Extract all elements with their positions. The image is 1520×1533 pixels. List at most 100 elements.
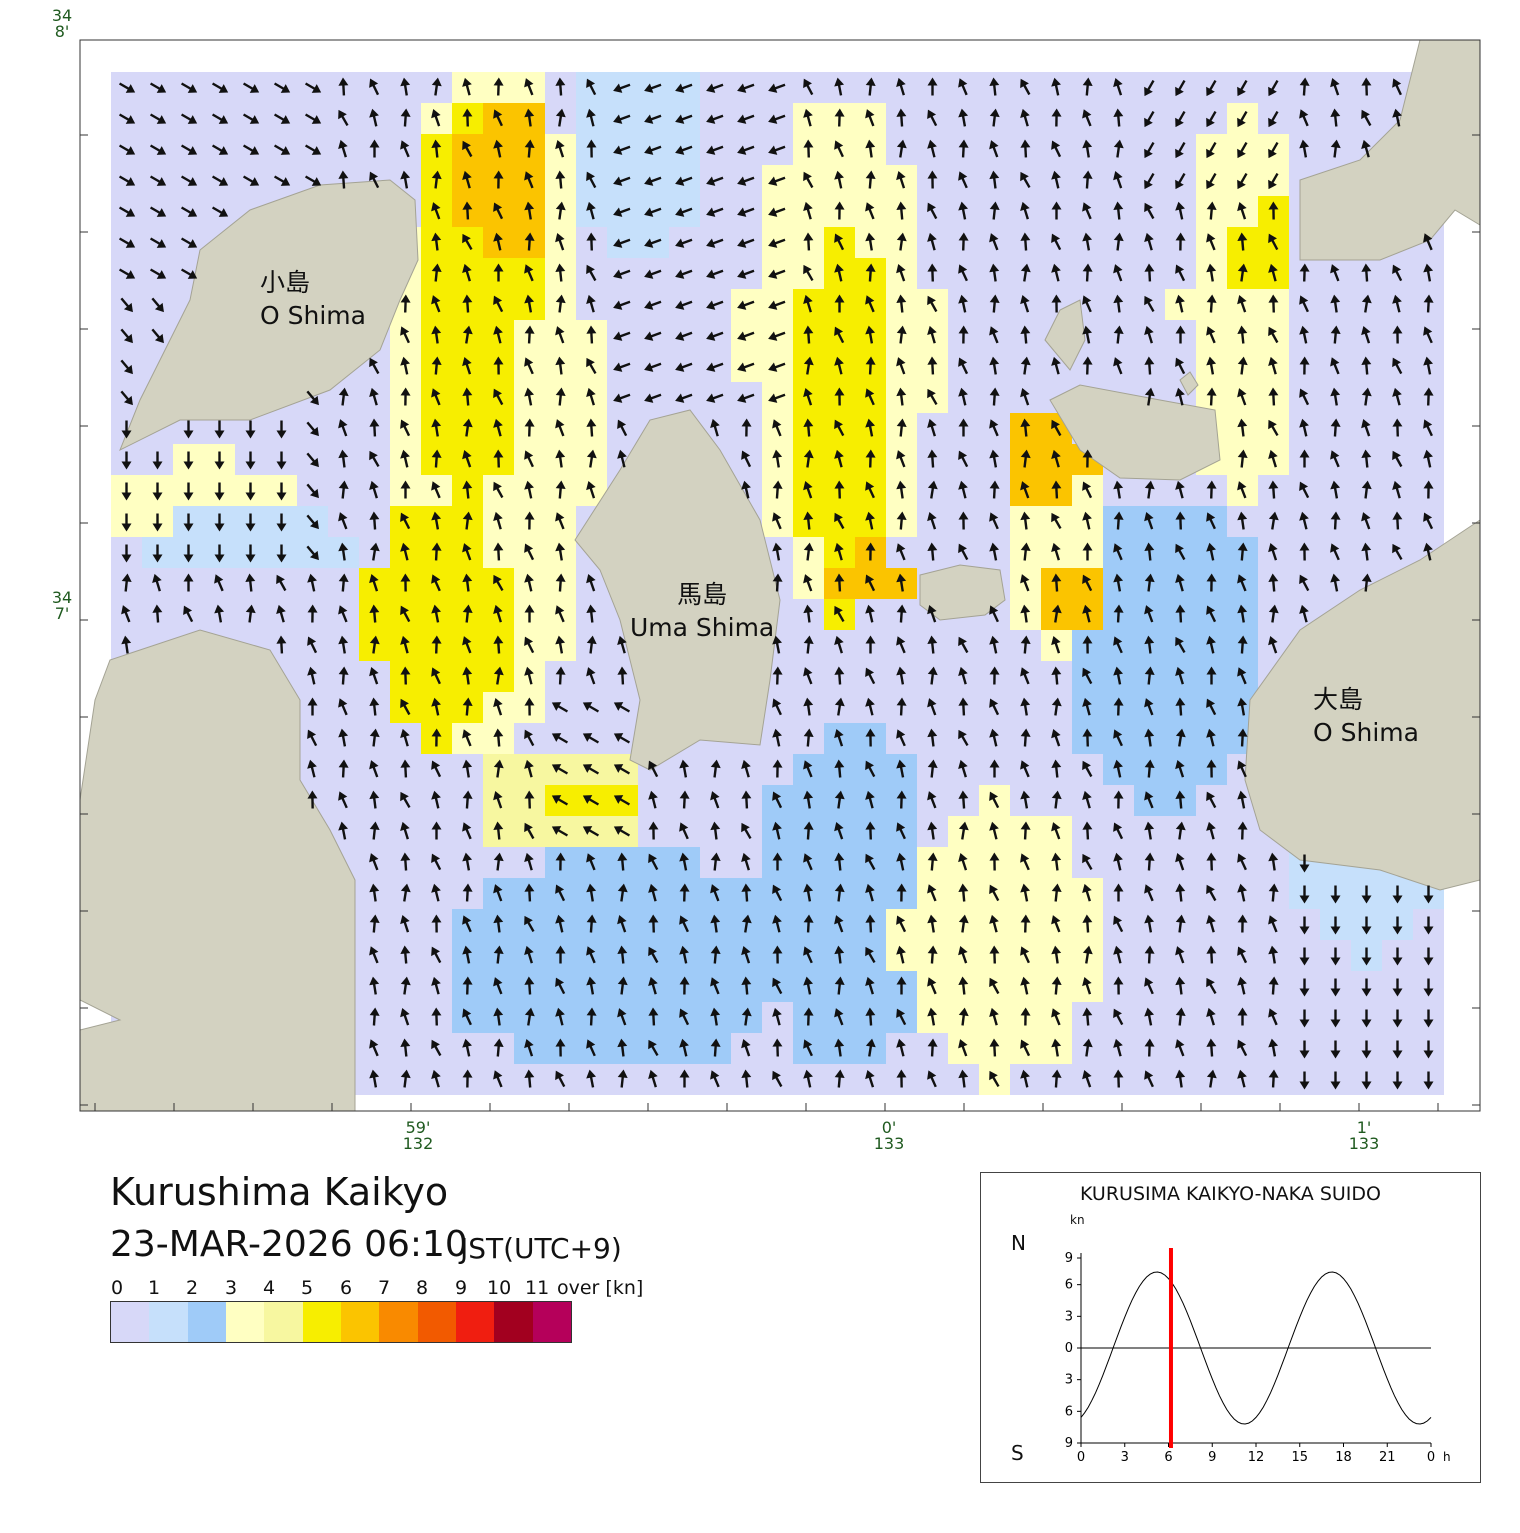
current-arrow [555, 356, 566, 375]
current-arrow [1268, 511, 1279, 530]
current-arrow [1206, 605, 1217, 623]
current-arrow [242, 144, 260, 155]
current-arrow [338, 542, 349, 561]
current-arrow [1113, 108, 1124, 127]
current-arrow [1330, 573, 1341, 592]
current-arrow [834, 263, 844, 282]
current-arrow [493, 697, 503, 716]
current-arrow [1020, 697, 1031, 716]
tide-unit-label: kn [1070, 1213, 1085, 1227]
current-arrow [338, 109, 349, 127]
current-arrow [493, 511, 503, 530]
current-arrow [369, 511, 380, 530]
current-arrow [834, 170, 844, 189]
current-arrow [772, 884, 783, 902]
current-arrow [1268, 480, 1279, 499]
current-arrow [1423, 1040, 1434, 1059]
current-arrow [1299, 325, 1309, 344]
current-arrow [462, 790, 473, 809]
current-arrow [493, 418, 503, 437]
current-arrow [1082, 511, 1092, 530]
current-arrow [1237, 946, 1248, 964]
current-arrow [304, 144, 322, 155]
current-arrow [555, 512, 565, 530]
current-arrow [834, 976, 845, 995]
current-arrow [1051, 449, 1061, 468]
current-arrow [1144, 172, 1155, 190]
current-arrow [1237, 418, 1248, 437]
current-arrow [121, 635, 132, 654]
current-arrow [121, 544, 132, 563]
current-arrow [644, 114, 662, 124]
current-arrow [1392, 1009, 1403, 1028]
current-arrow [1020, 232, 1031, 251]
current-arrow [865, 1038, 876, 1057]
current-arrow [613, 393, 631, 403]
current-arrow [431, 139, 442, 158]
current-arrow [1330, 885, 1341, 904]
current-arrow [1113, 511, 1124, 530]
current-arrow [1206, 666, 1217, 685]
current-arrow [768, 238, 786, 248]
legend-swatch [532, 1302, 571, 1342]
current-arrow [1144, 1070, 1154, 1088]
current-arrow [1113, 1008, 1124, 1026]
current-arrow [706, 362, 724, 372]
current-arrow [1423, 356, 1434, 375]
current-arrow [613, 207, 631, 217]
current-arrow [431, 604, 442, 623]
current-arrow [555, 294, 566, 313]
current-arrow [462, 294, 473, 313]
current-arrow [524, 201, 535, 220]
current-arrow [1082, 1007, 1093, 1026]
current-arrow [306, 390, 319, 406]
current-arrow [524, 636, 535, 654]
current-arrow [400, 791, 411, 809]
current-arrow [555, 419, 565, 437]
current-arrow [1206, 542, 1216, 561]
current-arrow [648, 760, 659, 778]
current-arrow [927, 109, 938, 127]
current-arrow [1423, 449, 1433, 468]
legend-label: 6 [340, 1277, 353, 1299]
current-arrow [1206, 263, 1217, 282]
current-arrow [524, 883, 535, 902]
current-arrow [524, 852, 534, 871]
current-arrow [1423, 1071, 1434, 1090]
current-arrow [338, 666, 349, 685]
current-arrow [555, 449, 566, 468]
current-arrow [1206, 141, 1217, 159]
current-arrow [1268, 79, 1279, 97]
current-arrow [927, 388, 938, 406]
current-arrow [989, 108, 1000, 127]
current-arrow [214, 420, 225, 439]
current-arrow [1113, 852, 1123, 871]
current-arrow [675, 269, 693, 279]
current-arrow [462, 945, 473, 964]
current-arrow [1330, 78, 1340, 96]
current-arrow [1330, 1071, 1341, 1090]
island-label-koshima: 小島 O Shima [260, 268, 366, 330]
current-arrow [524, 108, 535, 127]
current-arrow [1082, 914, 1093, 933]
current-arrow [803, 481, 813, 499]
current-arrow [493, 759, 504, 778]
current-arrow [118, 206, 136, 217]
current-arrow [338, 419, 348, 437]
current-arrow [706, 114, 724, 124]
current-arrow [958, 387, 968, 406]
current-arrow [706, 393, 724, 403]
current-arrow [338, 605, 348, 623]
current-arrow [1237, 976, 1247, 995]
current-arrow [493, 232, 503, 251]
current-arrow [493, 109, 503, 127]
current-arrow [706, 300, 724, 310]
current-arrow [989, 977, 1000, 995]
current-arrow [307, 697, 318, 716]
current-arrow [1175, 976, 1186, 995]
current-arrow [1299, 263, 1310, 282]
current-arrow [896, 729, 906, 747]
current-arrow [648, 1069, 658, 1088]
current-arrow [1237, 1069, 1247, 1088]
current-arrow [1113, 264, 1123, 282]
